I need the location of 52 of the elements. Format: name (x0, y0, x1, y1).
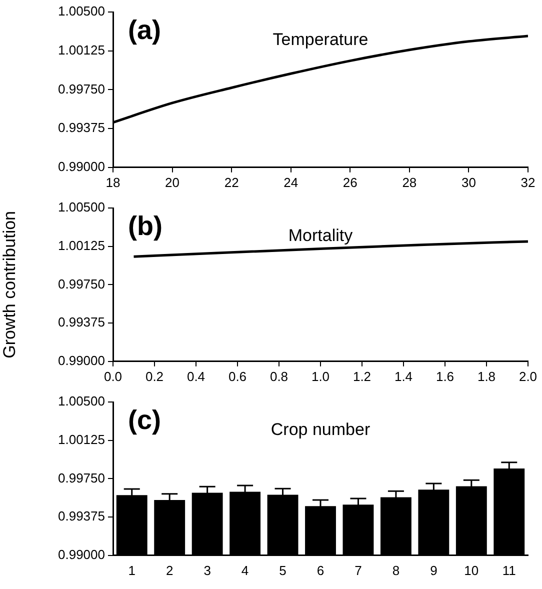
x-tick-label: 0.0 (104, 368, 122, 384)
x-tick-label: 0.6 (228, 368, 247, 384)
y-tick-label: 1.00125 (58, 238, 105, 253)
x-tick-label: 1 (128, 562, 136, 578)
y-tick-label: 0.99000 (58, 352, 105, 368)
x-tick-label: 4 (241, 562, 249, 578)
x-tick-label: 1.6 (436, 368, 454, 384)
x-tick-label: 28 (402, 174, 417, 190)
text: Temperature (272, 30, 368, 50)
x-tick-label: 5 (279, 562, 286, 578)
x-tick-label: 20 (165, 174, 180, 190)
x-tick-label: 1.0 (311, 368, 330, 384)
y-tick-label: 1.00500 (58, 200, 105, 215)
x-tick-label: 8 (392, 562, 400, 578)
x-tick-label: 6 (316, 562, 324, 578)
text: Crop number (270, 420, 370, 440)
y-tick-label: 0.99750 (58, 276, 105, 292)
x-tick-label: 2.0 (518, 368, 538, 384)
x-tick-label: 2 (166, 562, 174, 578)
y-tick-label: 0.99375 (58, 508, 105, 524)
x-tick-label: 11 (502, 562, 516, 578)
x-tick-label: 26 (342, 174, 358, 190)
x-tick-label: 30 (461, 174, 476, 190)
y-tick-label: 0.99375 (58, 314, 105, 330)
x-tick-label: 24 (284, 174, 298, 190)
x-tick-label: 1.2 (352, 368, 372, 384)
text: Mortality (288, 226, 354, 246)
y-tick-label: 1.00500 (58, 394, 105, 409)
y-tick-label: 0.99000 (58, 158, 105, 174)
y-tick-label: 0.99750 (58, 470, 105, 486)
x-tick-label: 10 (464, 562, 479, 578)
chart-title: (a) (128, 14, 161, 45)
x-tick-label: 0.2 (145, 368, 164, 384)
y-tick-label: 0.99000 (58, 546, 105, 562)
chart-title: (b) (128, 210, 162, 241)
x-tick-label: 1.8 (477, 368, 496, 384)
x-tick-label: 32 (520, 174, 536, 190)
x-tick-label: 3 (204, 562, 211, 578)
x-tick-label: 9 (430, 562, 438, 578)
x-tick-label: 18 (106, 174, 120, 190)
y-tick-label: 1.00125 (58, 432, 105, 447)
x-tick-label: 7 (354, 562, 362, 578)
y-axis-title: Growth contribution (0, 210, 19, 358)
x-tick-label: 0.8 (270, 368, 288, 384)
y-tick-label: 0.99750 (58, 81, 105, 96)
y-tick-label: 1.00125 (58, 42, 105, 58)
chart-title: (c) (128, 404, 161, 435)
y-tick-label: 0.99375 (58, 120, 105, 136)
x-tick-label: 0.4 (186, 368, 206, 384)
x-tick-label: 22 (224, 174, 239, 190)
x-tick-label: 1.4 (394, 368, 413, 384)
y-tick-label: 1.00500 (58, 4, 105, 19)
